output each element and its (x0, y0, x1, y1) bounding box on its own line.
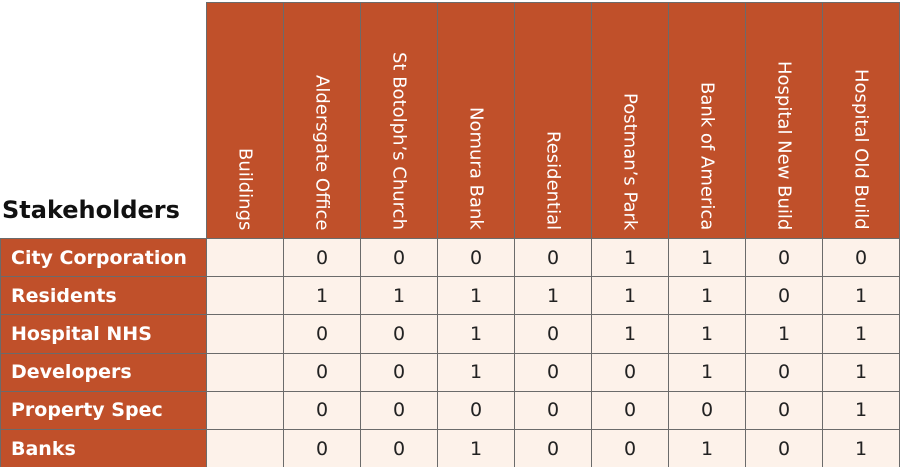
data-cell: 1 (822, 352, 900, 392)
column-header-text: Hospital New Build (773, 60, 795, 230)
data-cell: 1 (668, 238, 746, 278)
data-cell: 1 (437, 276, 515, 316)
data-cell: 0 (745, 276, 823, 316)
data-cell: 1 (437, 352, 515, 392)
row-label: Residents (0, 276, 207, 316)
data-cell: 0 (283, 390, 361, 430)
column-header: St Botolph’s Church (360, 2, 438, 239)
column-header-text: Nomura Bank (465, 107, 487, 230)
data-cell: 0 (360, 429, 438, 467)
data-cell: 1 (822, 276, 900, 316)
data-cell: 0 (283, 314, 361, 354)
row-label: Property Spec (0, 390, 207, 430)
data-cell: 0 (437, 390, 515, 430)
data-cell: 1 (514, 276, 592, 316)
data-cell: 0 (745, 390, 823, 430)
column-header-text: Residential (542, 130, 564, 230)
data-cell: 0 (591, 429, 669, 467)
column-header: Hospital New Build (745, 2, 823, 239)
row-label: Hospital NHS (0, 314, 207, 354)
data-cell: 0 (360, 390, 438, 430)
column-header-text: Aldersgate Office (311, 74, 333, 230)
empty-cell (206, 429, 284, 467)
data-cell: 1 (360, 276, 438, 316)
row-label: Banks (0, 429, 207, 467)
column-header: Residential (514, 2, 592, 239)
data-cell: 1 (668, 352, 746, 392)
empty-cell (206, 352, 284, 392)
data-cell: 0 (822, 238, 900, 278)
data-cell: 0 (514, 429, 592, 467)
data-cell: 0 (283, 352, 361, 392)
data-cell: 0 (668, 390, 746, 430)
data-cell: 0 (437, 238, 515, 278)
data-cell: 1 (591, 238, 669, 278)
data-cell: 0 (360, 314, 438, 354)
data-cell: 1 (822, 429, 900, 467)
data-cell: 0 (745, 352, 823, 392)
column-header-text: Buildings (234, 147, 256, 230)
column-header-text: Postman’s Park (619, 92, 641, 230)
column-header: Postman’s Park (591, 2, 669, 239)
data-cell: 1 (822, 390, 900, 430)
data-cell: 0 (745, 429, 823, 467)
column-header-text: Bank of America (696, 81, 718, 230)
data-cell: 0 (283, 238, 361, 278)
data-cell: 0 (283, 429, 361, 467)
column-header-text: Hospital Old Build (850, 69, 872, 230)
row-label: City Corporation (0, 238, 207, 278)
data-cell: 0 (514, 390, 592, 430)
empty-cell (206, 276, 284, 316)
empty-cell (206, 314, 284, 354)
data-cell: 1 (822, 314, 900, 354)
column-header: Buildings (206, 2, 284, 239)
empty-cell (206, 238, 284, 278)
data-cell: 1 (668, 429, 746, 467)
data-cell: 0 (514, 314, 592, 354)
column-header: Aldersgate Office (283, 2, 361, 239)
data-cell: 0 (514, 238, 592, 278)
empty-cell (206, 390, 284, 430)
data-cell: 1 (668, 276, 746, 316)
data-cell: 1 (437, 429, 515, 467)
data-cell: 0 (360, 238, 438, 278)
data-cell: 1 (591, 276, 669, 316)
row-label: Developers (0, 352, 207, 392)
data-cell: 0 (514, 352, 592, 392)
data-cell: 1 (668, 314, 746, 354)
data-cell: 0 (591, 390, 669, 430)
data-cell: 1 (591, 314, 669, 354)
column-header: Bank of America (668, 2, 746, 239)
data-cell: 1 (283, 276, 361, 316)
column-header-text: St Botolph’s Church (388, 52, 410, 230)
data-cell: 1 (745, 314, 823, 354)
data-cell: 1 (437, 314, 515, 354)
data-cell: 0 (591, 352, 669, 392)
data-cell: 0 (360, 352, 438, 392)
corner-title: Stakeholders (2, 196, 180, 224)
column-header: Hospital Old Build (822, 2, 900, 239)
data-cell: 0 (745, 238, 823, 278)
column-header: Nomura Bank (437, 2, 515, 239)
